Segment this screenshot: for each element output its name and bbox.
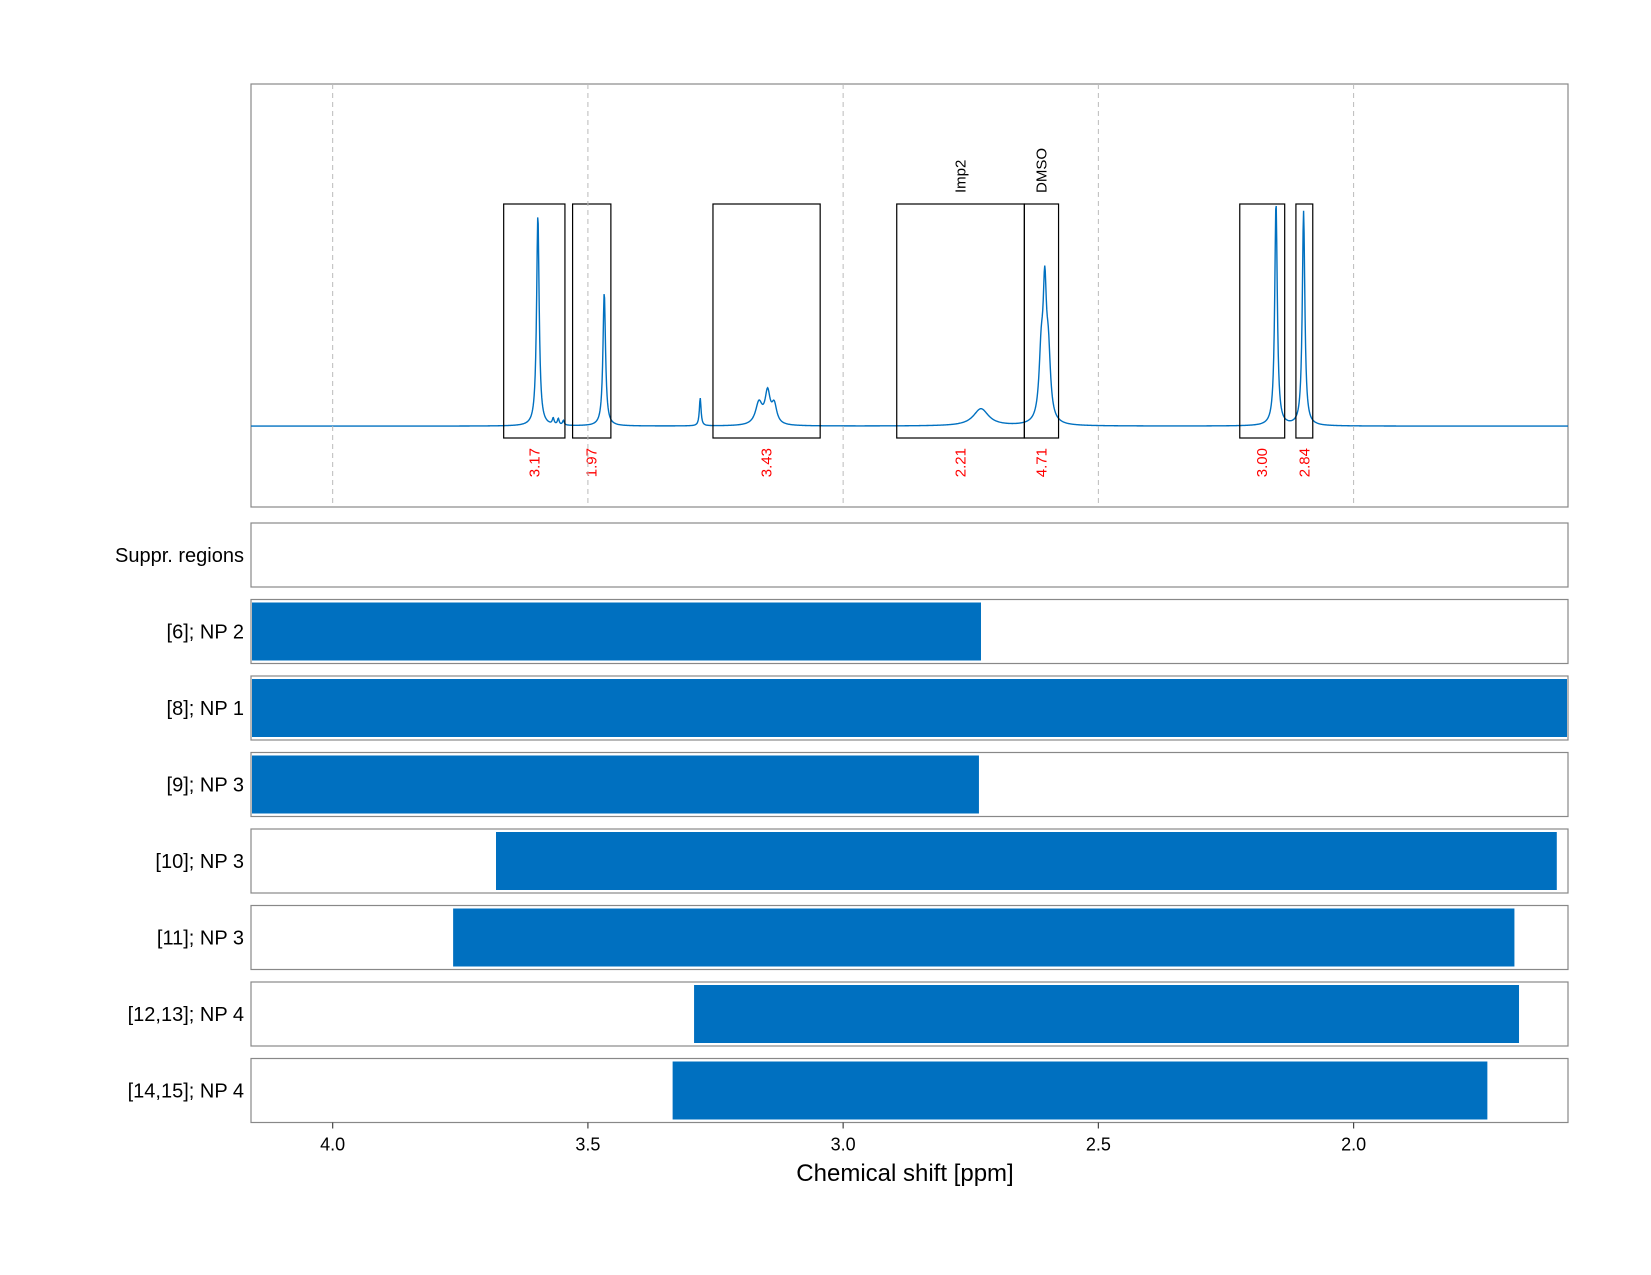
integral-label-7: 2.84: [1296, 448, 1313, 477]
row-bar: [496, 832, 1557, 890]
region-box-1: [503, 203, 566, 439]
row-bar: [694, 985, 1520, 1043]
row-2: [6]; NP 2: [167, 598, 1569, 665]
integral-label-6: 3.00: [1254, 448, 1271, 477]
integral-label-5: 4.71: [1033, 448, 1050, 477]
x-tick-label: 3.0: [831, 1135, 856, 1155]
row-8: [14,15]; NP 4: [128, 1057, 1569, 1124]
row-label: [11]; NP 3: [157, 928, 244, 950]
row-bar: [252, 755, 979, 814]
region-box-5: [1023, 203, 1060, 439]
x-tick-label: 2.5: [1086, 1135, 1111, 1155]
integral-label-3: 3.43: [759, 448, 776, 477]
integral-label-4: 2.21: [953, 448, 970, 477]
x-tick-label: 2.0: [1341, 1135, 1366, 1155]
spectrum-panel: 3.17 1.97 3.43 2.21 Imp2 4.71 DMSO 3.00 2.84: [250, 83, 1569, 508]
row-3: [8]; NP 1: [167, 675, 1569, 741]
region-box-2: [571, 203, 612, 439]
row-6: [11]; NP 3: [157, 904, 1569, 971]
row-label: [6]; NP 2: [167, 622, 244, 644]
region-box-3: [712, 203, 821, 439]
x-axis-label: Chemical shift [ppm]: [796, 1160, 1013, 1187]
row-bar: [252, 679, 1567, 737]
x-tick-label: 3.5: [575, 1135, 600, 1155]
row-4: [9]; NP 3: [167, 751, 1569, 818]
region-box-7: [1295, 203, 1314, 439]
row-1: Suppr. regions: [115, 522, 1569, 588]
row-7: [12,13]; NP 4: [128, 981, 1569, 1047]
row-label: [9]; NP 3: [167, 775, 244, 797]
row-bar: [453, 908, 1515, 967]
x-tick-label: 4.0: [320, 1135, 345, 1155]
region-box-6: [1239, 203, 1286, 439]
row-label: [10]; NP 3: [155, 851, 244, 873]
integral-label-1: 3.17: [526, 448, 543, 477]
region-label-imp2: Imp2: [953, 160, 970, 193]
grid-lines: [332, 84, 1355, 507]
row-label: [14,15]; NP 4: [128, 1081, 244, 1103]
row-label: [12,13]; NP 4: [128, 1004, 244, 1026]
row-bar: [672, 1061, 1488, 1120]
row-label: [8]; NP 1: [167, 698, 244, 720]
spectrum-line: [251, 205, 1568, 427]
integral-label-2: 1.97: [584, 448, 601, 477]
region-rows: Suppr. regions [6]; NP 2 [8]; NP 1 [9]; NP …: [115, 522, 1569, 1124]
spectrum-frame: [250, 83, 1569, 508]
region-label-dmso: DMSO: [1033, 148, 1050, 193]
row-bar: [252, 602, 981, 661]
row-5: [10]; NP 3: [155, 828, 1569, 894]
row-label: Suppr. regions: [115, 545, 244, 567]
x-axis: Chemical shift [ppm] 4.0 3.5 3.0 2.5 2.0: [320, 1122, 1366, 1187]
row-frame: [250, 522, 1569, 588]
